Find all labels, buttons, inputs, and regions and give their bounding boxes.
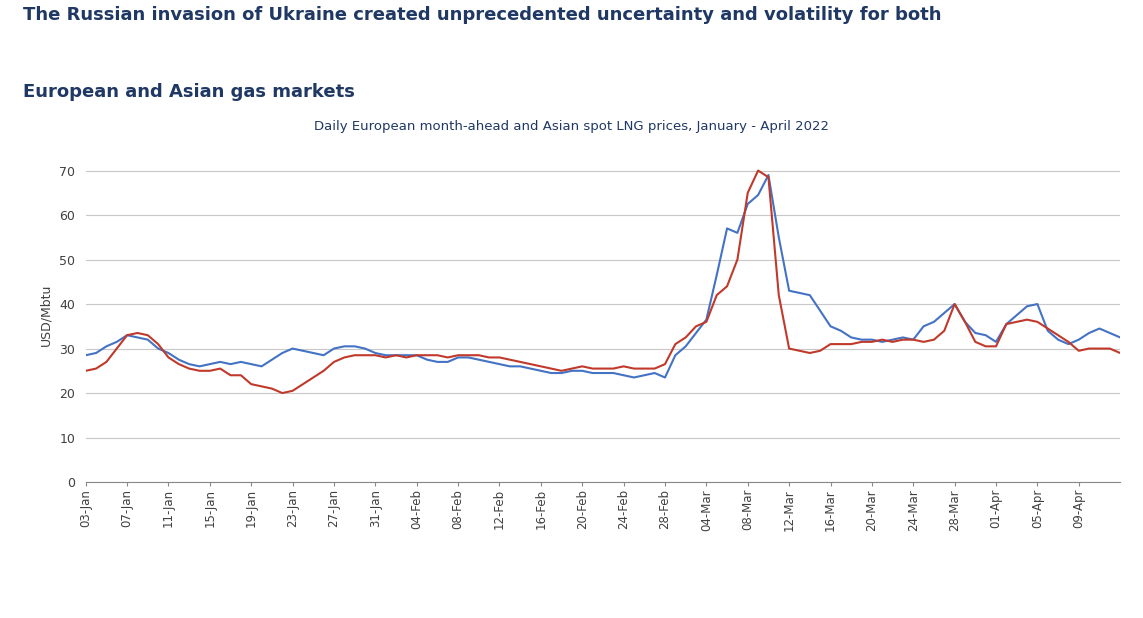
Asian spot LNG [151, 341, 165, 348]
Asian spot LNG [347, 352, 361, 359]
Line: TTF: TTF [86, 175, 1120, 378]
TTF [761, 171, 775, 179]
Line: Asian spot LNG: Asian spot LNG [86, 171, 1120, 393]
Asian spot LNG [824, 341, 838, 348]
Text: European and Asian gas markets: European and Asian gas markets [23, 83, 354, 101]
TTF [824, 323, 838, 330]
TTF [876, 338, 889, 345]
TTF [1113, 334, 1127, 341]
Y-axis label: USD/Mbtu: USD/Mbtu [39, 284, 53, 346]
TTF [79, 352, 93, 359]
Asian spot LNG [79, 367, 93, 375]
TTF [710, 271, 724, 279]
Text: The Russian invasion of Ukraine created unprecedented uncertainty and volatility: The Russian invasion of Ukraine created … [23, 6, 942, 24]
Text: Daily European month-ahead and Asian spot LNG prices, January - April 2022: Daily European month-ahead and Asian spo… [314, 120, 829, 133]
TTF [554, 370, 568, 377]
Asian spot LNG [876, 336, 889, 344]
Asian spot LNG [565, 365, 578, 372]
Asian spot LNG [710, 292, 724, 299]
Asian spot LNG [1113, 349, 1127, 357]
TTF [151, 345, 165, 352]
Asian spot LNG [751, 167, 765, 174]
TTF [628, 374, 641, 381]
Asian spot LNG [275, 389, 289, 397]
TTF [337, 342, 351, 350]
